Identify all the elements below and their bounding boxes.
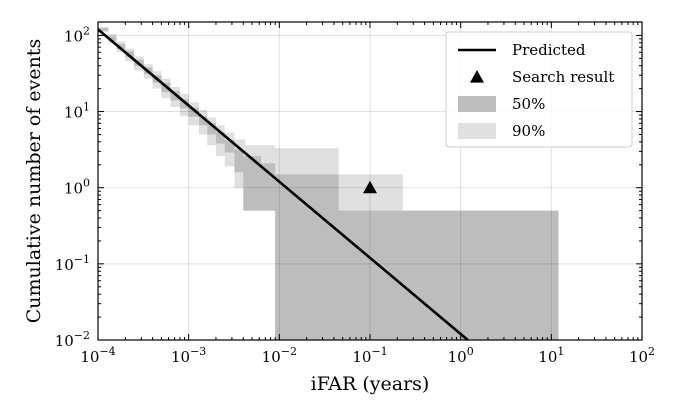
x-tick-label: 10−3 <box>171 345 206 366</box>
x-tick-label: 10−4 <box>80 345 115 366</box>
legend-label: 50% <box>512 95 545 113</box>
predicted-line <box>97 28 469 341</box>
legend-label: Predicted <box>512 41 586 59</box>
y-tick-label: 100 <box>64 177 90 198</box>
y-tick-label: 10−2 <box>55 329 90 350</box>
legend-label: 90% <box>512 122 545 140</box>
axis-ticks <box>97 22 643 341</box>
y-tick-label: 102 <box>64 24 90 45</box>
confidence-bands <box>98 26 559 340</box>
y-tick-label: 10−1 <box>55 253 90 274</box>
legend-box <box>445 31 633 148</box>
x-axis-label: iFAR (years) <box>311 373 430 395</box>
legend-swatch-50pct <box>458 96 496 112</box>
x-tick-label: 101 <box>538 345 564 366</box>
band-50pct <box>98 28 559 340</box>
x-tick-label: 102 <box>629 345 655 366</box>
x-tick-label: 10−2 <box>262 345 297 366</box>
plot-series <box>97 28 469 341</box>
y-tick-label: 101 <box>64 101 90 122</box>
legend-swatch-90pct <box>458 123 496 139</box>
legend-swatch-search-result <box>470 70 484 83</box>
y-axis-label: Cumulative number of events <box>23 39 45 324</box>
search-result-marker <box>363 180 377 194</box>
legend: Predicted Search result 50% 90% <box>445 31 633 148</box>
axis-tick-labels: 10−4 10−3 10−2 10−1 100 101 102 10−2 10−1 100 101 1… <box>55 24 655 366</box>
x-tick-label: 10−1 <box>352 345 387 366</box>
x-tick-label: 100 <box>448 345 474 366</box>
legend-label: Search result <box>512 68 614 86</box>
